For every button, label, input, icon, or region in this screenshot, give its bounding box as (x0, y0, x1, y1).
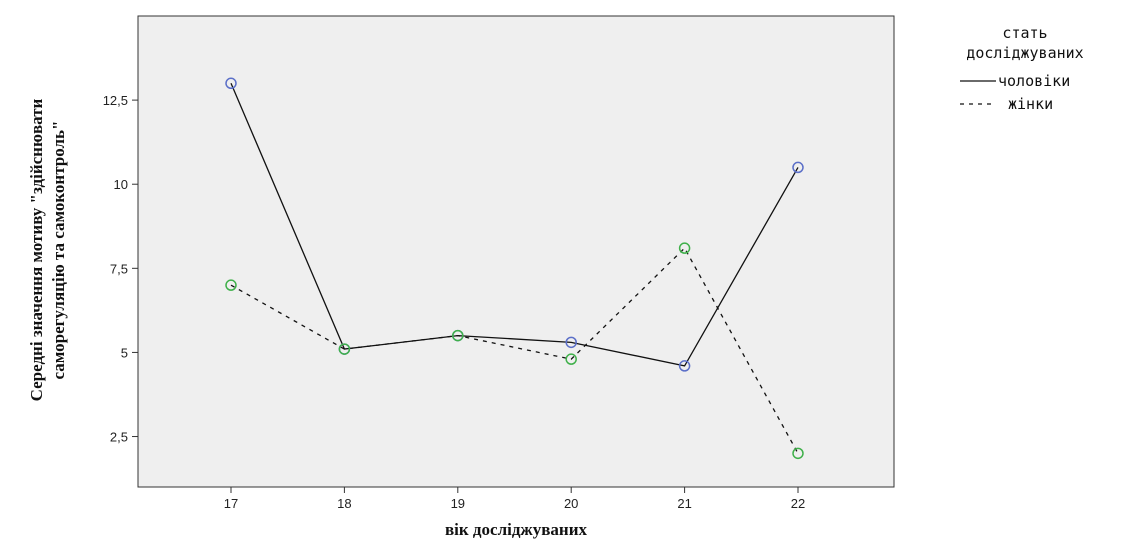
legend-title-line-1: стать (1002, 24, 1047, 42)
legend-title-line-2: досліджуваних (966, 44, 1083, 62)
legend-label-women: жінки (1008, 95, 1053, 113)
x-axis-title: вік досліджуваних (445, 520, 588, 539)
y-tick-label: 10 (114, 177, 128, 192)
data-point-series-1 (565, 353, 577, 365)
y-axis-title-line-2: саморегуляцію та самоконтроль" (49, 121, 68, 380)
y-axis-title-line-1: Середні значення мотиву "здійснювати (27, 98, 46, 401)
series-line-1 (230, 247, 799, 454)
x-tick-label: 22 (791, 496, 805, 511)
y-axis-title: Середні значення мотиву "здійснювати сам… (27, 98, 68, 401)
data-point-series-0 (792, 161, 804, 174)
legend-label-men: чоловіки (998, 72, 1070, 90)
y-axis: 2,5 5 7,5 10 12,5 (103, 93, 138, 445)
x-tick-label: 17 (224, 496, 238, 511)
x-axis: 17 18 19 20 21 22 (224, 487, 805, 511)
y-tick-label: 12,5 (103, 93, 128, 108)
series-line-0 (230, 83, 799, 367)
y-tick-label: 7,5 (110, 261, 128, 276)
y-tick-label: 2,5 (110, 430, 128, 445)
x-tick-label: 18 (337, 496, 351, 511)
x-tick-label: 20 (564, 496, 578, 511)
series-layer (225, 77, 804, 460)
data-point-series-1 (678, 242, 691, 254)
data-point-series-1 (792, 447, 804, 460)
data-point-series-1 (338, 343, 351, 355)
legend: стать досліджуваних чоловіки жінки (960, 24, 1084, 113)
x-tick-label: 21 (677, 496, 691, 511)
data-point-series-1 (452, 329, 464, 342)
data-point-series-0 (678, 360, 691, 372)
data-point-series-0 (565, 336, 577, 349)
y-tick-label: 5 (121, 345, 128, 360)
x-tick-label: 19 (451, 496, 465, 511)
data-point-series-1 (225, 279, 237, 291)
data-point-series-0 (225, 77, 237, 90)
plot-area (137, 15, 895, 488)
